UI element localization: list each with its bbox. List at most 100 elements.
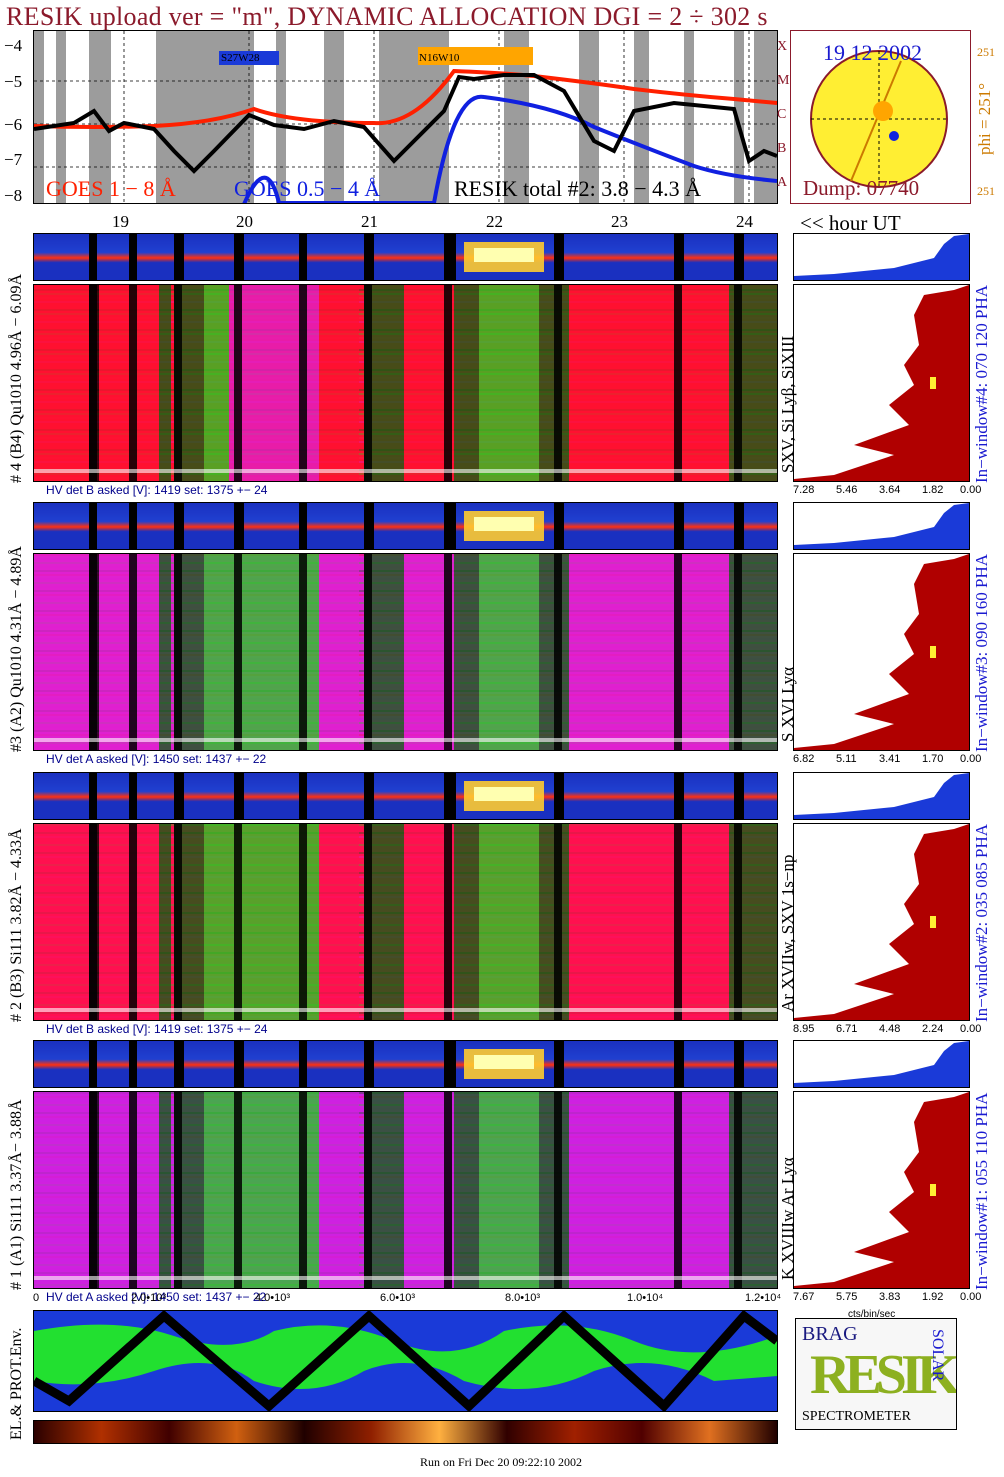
logo-brag: BRAG [802,1323,858,1345]
flare-label-2: N16W10 [419,52,460,64]
pha-tick: 5.11 [836,753,857,765]
orbit-stripe [754,31,777,203]
detector-label: # 1 (A1) Si111 3.37Å− 3.88Å [8,1099,25,1291]
counts-tick: 4.0•10³ [255,1292,291,1304]
flare-position [873,101,893,121]
counts-tick: 6.0•10³ [380,1292,416,1304]
spectral-lines-label: Ar XVIIw, SXV 1s−np [778,854,797,1012]
counts-tick: 8.0•10³ [505,1292,541,1304]
hour-tick: 21 [361,212,378,231]
phi-bottom: 251 [977,184,995,198]
window-label: In−window#2: 035 085 PHA [972,823,991,1022]
pha-tick: 3.41 [879,753,901,765]
resik-total-curve [34,73,777,174]
y-tick: −4 [4,36,23,55]
counts-tick: 1.2•10⁴ [745,1292,782,1304]
detector-strip [33,1040,778,1088]
pha-histogram-main [793,284,970,482]
footer-run-info: Run on Fri Dec 20 09:22:10 2002 [420,1455,582,1469]
counts-tick: 2.0•10³ [131,1292,167,1304]
spectral-lines-label: SXV, Si Lyβ, SiXIII [778,335,797,473]
orbit-stripe [634,31,649,203]
orbit-stripe [56,31,66,203]
page-title: RESIK upload ver = "m", DYNAMIC ALLOCATI… [6,2,768,31]
pha-tick: 3.64 [879,484,901,496]
legend-goes18: GOES 1 − 8 Å [46,176,176,201]
goes-chart-svg [34,31,777,203]
hv-readout: HV det B asked [V]: 1419 set: 1375 +− 24 [46,483,268,497]
pha-histogram-main [793,1091,970,1289]
pha-histogram-top [793,1040,970,1088]
pha-tick: 5.75 [836,1291,858,1303]
pha-tick: 0.00 [960,1291,982,1303]
observation-date: 19 12 2002 [823,40,922,65]
hour-tick: 20 [236,212,253,231]
pha-tick: 4.48 [879,1023,901,1035]
hour-tick: 24 [736,212,753,231]
pha-histogram-top [793,502,970,550]
detector-strip [33,502,778,550]
pha-tick: 0.00 [960,1023,982,1035]
goes-lightcurve-panel: S27W28 N16W10 GOES 1 − 8 Å GOES 0.5 − 4 … [33,30,778,204]
environment-panel [33,1310,778,1412]
pha-tick: 3.83 [879,1291,901,1303]
phi-label: phi = 251° [975,82,994,155]
pha-tick: 2.24 [922,1023,944,1035]
sun-position-panel [790,30,971,204]
pha-tick: 1.92 [922,1291,944,1303]
pha-tick: 7.28 [793,484,815,496]
pha-histogram-main [793,823,970,1021]
y-tick: −5 [4,72,23,91]
pha-tick: 0.00 [960,484,982,496]
logo-side: SOLAR [929,1329,946,1382]
legend-resik: RESIK total #2: 3.8 − 4.3 Å [454,176,702,201]
orbit-stripe [579,31,599,203]
pha-tick: 0.00 [960,753,982,765]
orbit-stripe [684,31,694,203]
detector-label: # 4 (B4) Qu1010 4.96Å − 6.09Å [8,273,25,483]
detector-label: # 2 (B3) Si111 3.82Å − 4.33Å [8,828,25,1022]
orbit-stripe [324,31,344,203]
logo-main: RESIK [810,1344,956,1406]
window-label: In−window#4: 070 120 PHA [972,284,991,483]
goes18-curve [34,68,777,129]
pha-tick: 6.82 [793,753,815,765]
pha-tick: 1.82 [922,484,944,496]
pha-histogram-top [793,772,970,820]
detector-spectrogram [33,1091,778,1289]
hour-tick: 19 [112,212,129,231]
window-label: In−window#1: 055 110 PHA [972,1092,991,1290]
phi-top: 251 [977,45,995,59]
resik-logo: BRAG RESIK SOLAR SPECTROMETER [795,1318,957,1430]
legend-goes054: GOES 0.5 − 4 Å [234,176,381,201]
goes-class-axis: X M C B A [777,39,790,190]
environment-label: EL.& PROT.Env. [8,1327,25,1440]
spectral-lines-label: S XVI Lyα [778,666,797,742]
counts-tick: 0 [33,1292,40,1304]
y-tick: −6 [4,115,23,134]
detector-strip [33,772,778,820]
detector-spectrogram [33,284,778,482]
cts-label: cts/bin/sec [848,1309,896,1320]
hv-readout: HV det B asked [V]: 1419 set: 1375 +− 24 [46,1022,268,1036]
y-tick: −8 [4,186,23,205]
orbit-track [34,1311,777,1411]
hv-readout: HV det A asked [V]: 1450 set: 1437 +− 22 [46,752,267,766]
goes054-curve [242,94,777,203]
spectral-lines-label: K XVIIIw Ar Lyα [778,1157,797,1280]
detector-label: #3 (A2) Qu1010 4.31Å − 4.89Å [8,546,25,752]
detector-spectrogram [33,823,778,1021]
pha-tick: 1.70 [922,753,944,765]
pha-tick: 7.67 [793,1291,815,1303]
environment-strip [33,1420,778,1444]
hour-tick: 22 [486,212,503,231]
detector-strip [33,233,778,281]
pha-histogram-main [793,553,970,751]
detector-spectrogram [33,553,778,751]
counts-tick: 1.0•10⁴ [627,1292,664,1304]
pha-histogram-top [793,233,970,281]
window-label: In−window#3: 090 160 PHA [972,553,991,752]
pha-tick: 8.95 [793,1023,815,1035]
pha-tick: 6.71 [836,1023,858,1035]
flare-label-1: S27W28 [221,52,260,64]
